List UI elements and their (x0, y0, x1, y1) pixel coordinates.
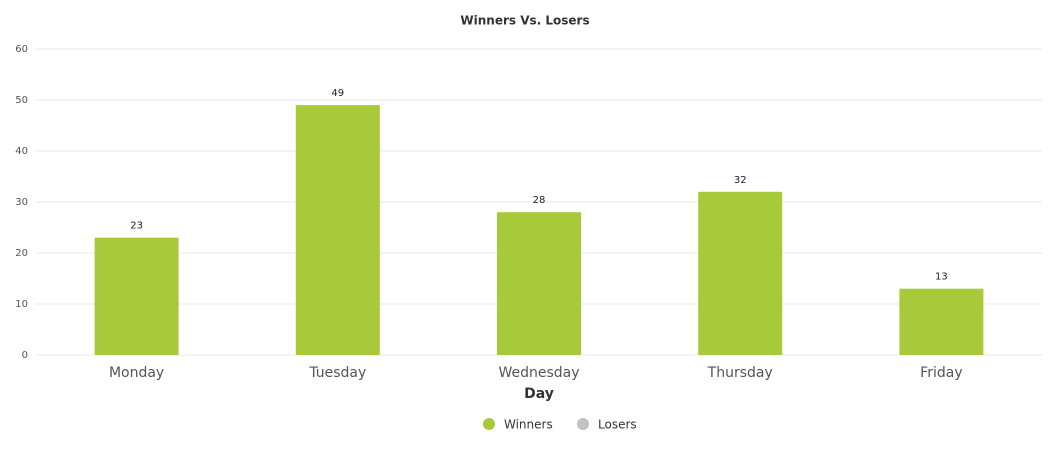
x-tick-label: Wednesday (498, 365, 579, 381)
value-label: 49 (331, 88, 344, 99)
bar (899, 288, 984, 355)
y-tick-label: 0 (22, 350, 28, 361)
x-axis-title: Day (524, 386, 554, 402)
value-label: 28 (533, 195, 546, 206)
bar (497, 212, 581, 355)
legend-label: Losers (598, 418, 637, 432)
x-tick-label: Tuesday (308, 365, 366, 381)
legend-marker (483, 418, 495, 430)
legend-label: Winners (504, 418, 553, 432)
y-tick-label: 60 (15, 44, 28, 55)
y-tick-label: 30 (15, 197, 28, 208)
bar (698, 191, 783, 355)
bar (295, 105, 380, 355)
y-tick-label: 20 (15, 248, 28, 259)
bar (94, 237, 179, 355)
y-tick-label: 40 (15, 146, 28, 157)
y-tick-label: 50 (15, 95, 28, 106)
value-label: 13 (935, 272, 948, 283)
value-label: 32 (734, 175, 747, 186)
y-tick-label: 10 (15, 299, 28, 310)
x-tick-label: Thursday (707, 365, 773, 381)
value-label: 23 (130, 221, 143, 232)
x-tick-label: Monday (109, 365, 164, 381)
x-tick-label: Friday (920, 365, 962, 381)
legend-marker (577, 418, 589, 430)
chart-title: Winners Vs. Losers (460, 14, 589, 28)
